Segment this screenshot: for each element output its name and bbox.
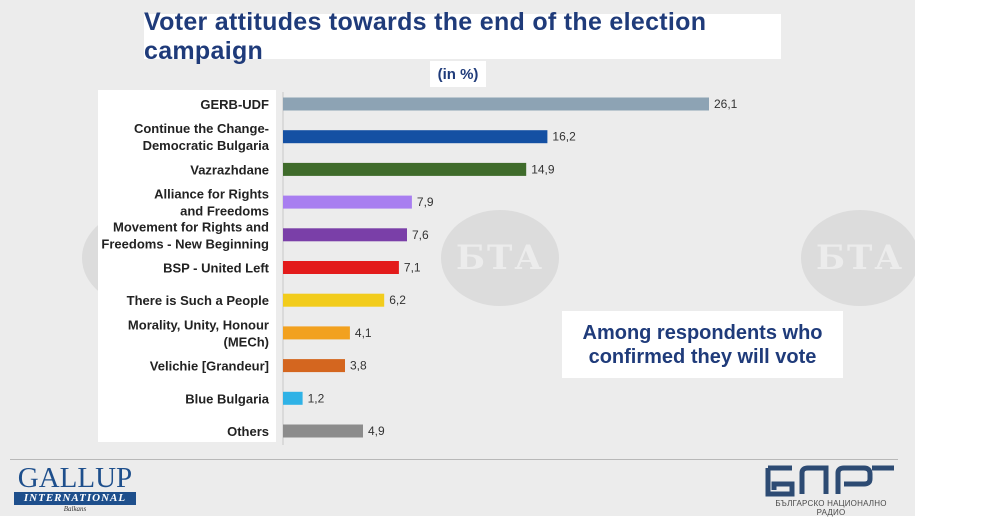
category-label: Morality, Unity, Honour (MECh)	[128, 317, 269, 349]
chart-title: Voter attitudes towards the end of the e…	[144, 7, 707, 65]
gallup-logo-word: GALLUP	[17, 462, 133, 494]
bar	[283, 359, 345, 373]
bar	[283, 130, 548, 144]
category-label: There is Such a People	[127, 293, 269, 308]
category-label: Velichie [Grandeur]	[150, 359, 269, 374]
bar	[283, 424, 363, 438]
category-label: Vazrazhdane	[190, 162, 269, 177]
bar	[283, 293, 385, 307]
category-label: Alliance for Rights and Freedoms	[154, 187, 269, 219]
bar-value-label: 3,8	[350, 359, 367, 373]
chart-panel: БТА БТА БТА Voter attitudes towards the …	[0, 0, 915, 516]
category-label: GERB-UDF	[200, 97, 269, 112]
footer-divider	[10, 459, 898, 460]
bar	[283, 162, 527, 176]
category-label: BSP - United Left	[163, 261, 270, 276]
bar-chart: 26,1 GERB-UDF 16,2 Continue the Change-Demo…	[101, 92, 738, 445]
bar-value-label: 6,2	[389, 293, 406, 307]
bar	[283, 228, 407, 242]
bta-watermark: БТА	[801, 210, 915, 306]
bar	[283, 391, 303, 405]
category-label: Movement for Rights and Freedoms - New Be…	[101, 219, 269, 251]
bar-value-label: 4,1	[355, 326, 372, 340]
category-label-panel	[98, 90, 276, 442]
gallup-international-logo: GALLUP INTERNATIONAL Balkans	[12, 463, 138, 515]
bar-value-label: 4,9	[368, 424, 385, 438]
bar	[283, 326, 350, 340]
bar-value-label: 7,6	[412, 228, 429, 242]
bar	[283, 97, 709, 111]
note-box: Among respondents who confirmed they wil…	[562, 311, 843, 378]
bar-value-label: 7,9	[417, 195, 434, 209]
bar	[283, 195, 412, 209]
chart-note: Among respondents who confirmed they wil…	[582, 321, 823, 368]
bar-value-label: 16,2	[552, 130, 576, 144]
bnr-logo: БЪЛГАРСКО НАЦИОНАЛНО РАДИО	[762, 463, 900, 517]
category-label: Continue the Change-Democratic Bulgaria	[134, 121, 270, 153]
bnr-logo-mark	[765, 465, 894, 497]
bta-watermark: БТА	[441, 210, 559, 306]
bar-value-label: 1,2	[308, 391, 325, 405]
bar-value-label: 7,1	[404, 261, 421, 275]
gallup-logo-band: INTERNATIONAL	[14, 492, 136, 505]
bar-value-label: 26,1	[714, 97, 738, 111]
chart-unit: (in %)	[437, 65, 479, 83]
bar-value-label: 14,9	[531, 162, 555, 176]
gallup-logo-sub: Balkans	[63, 505, 87, 513]
unit-box: (in %)	[430, 61, 486, 87]
title-box: Voter attitudes towards the end of the e…	[144, 8, 781, 65]
category-label: Blue Bulgaria	[185, 391, 270, 406]
bar	[283, 261, 399, 274]
category-label: Others	[227, 424, 269, 439]
bnr-logo-sub: БЪЛГАРСКО НАЦИОНАЛНО РАДИО	[775, 499, 887, 517]
